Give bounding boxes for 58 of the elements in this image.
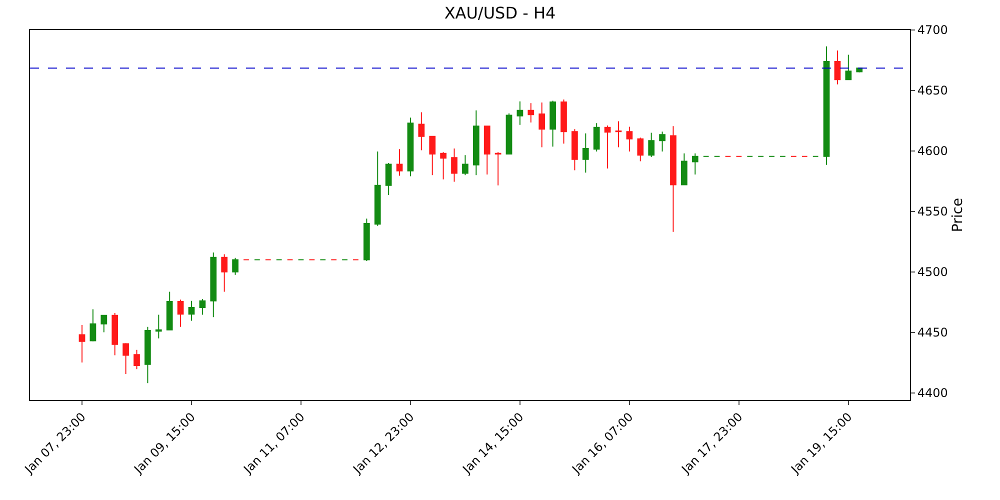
y-axis-title: Price xyxy=(950,198,966,232)
candlestick xyxy=(494,152,502,186)
candlestick xyxy=(78,324,86,364)
candlestick xyxy=(637,137,644,162)
candlestick xyxy=(199,298,206,316)
candlestick xyxy=(440,152,446,180)
candlestick xyxy=(177,299,184,328)
candlestick xyxy=(604,125,611,169)
candlestick xyxy=(528,102,534,123)
candlestick xyxy=(823,46,830,166)
candlestick xyxy=(122,342,129,374)
y-tick-label: 4700 xyxy=(917,23,948,38)
candlestick xyxy=(681,152,688,186)
candlestick xyxy=(232,257,238,276)
candlestick xyxy=(363,218,370,262)
candlestick xyxy=(188,300,195,322)
candlestick xyxy=(407,117,414,177)
candlestick xyxy=(692,152,698,175)
candlestick xyxy=(659,131,666,152)
candlestick xyxy=(385,162,392,196)
candlestick xyxy=(550,100,556,148)
candlestick xyxy=(593,122,600,152)
candlestick xyxy=(615,120,622,148)
candlestick xyxy=(484,126,490,175)
y-tick-label: 4450 xyxy=(917,325,948,340)
candlestick xyxy=(374,151,381,226)
candlestick xyxy=(834,50,841,85)
candlestick xyxy=(451,148,458,182)
candlestick xyxy=(134,349,140,370)
candlestick xyxy=(472,110,480,176)
candlestick xyxy=(670,126,676,232)
candlestick xyxy=(572,128,578,171)
y-tick-label: 4550 xyxy=(917,204,948,219)
candlestick xyxy=(462,154,468,176)
candlestick xyxy=(418,112,425,151)
candlestick xyxy=(221,254,228,292)
candlestick xyxy=(166,291,173,330)
candlestick xyxy=(582,132,589,174)
candlestick xyxy=(626,126,633,152)
candlestick xyxy=(516,100,524,126)
candlestick xyxy=(90,308,96,342)
candlestick xyxy=(100,314,108,333)
candlestick xyxy=(112,312,118,356)
y-tick-label: 4600 xyxy=(917,144,948,158)
candlestick xyxy=(210,252,217,318)
candlestick xyxy=(648,132,655,158)
candlestick xyxy=(396,148,403,176)
candlestick xyxy=(429,136,436,176)
y-tick-label: 4650 xyxy=(917,84,948,98)
candlestick xyxy=(144,326,151,384)
y-tick-label: 4500 xyxy=(917,265,948,280)
candlestick xyxy=(538,102,546,148)
candlestick xyxy=(155,314,162,339)
chart-title: XAU/USD - H4 xyxy=(444,4,556,23)
candlestick xyxy=(560,99,567,144)
candlestick xyxy=(506,112,512,156)
candlestick xyxy=(845,54,852,80)
y-tick-label: 4400 xyxy=(917,386,948,400)
